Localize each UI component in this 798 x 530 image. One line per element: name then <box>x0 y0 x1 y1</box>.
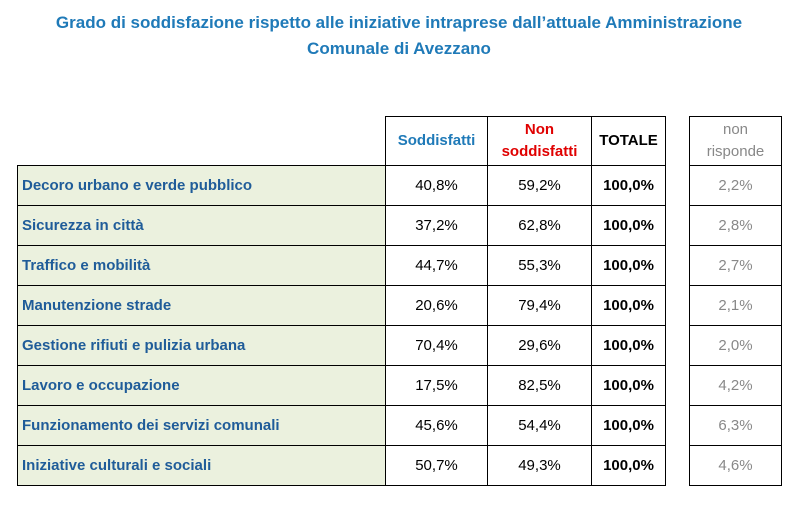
row-label: Decoro urbano e verde pubblico <box>17 165 386 206</box>
soddisfatti-value: 45,6% <box>385 405 488 446</box>
soddisfatti-value: 50,7% <box>385 445 488 486</box>
header-non-soddisfatti: Non soddisfatti <box>487 116 592 166</box>
non-soddisfatti-value: 79,4% <box>487 285 592 326</box>
non-soddisfatti-value: 49,3% <box>487 445 592 486</box>
row-label: Manutenzione strade <box>17 285 386 326</box>
table-row: Funzionamento dei servizi comunali 45,6% 5… <box>17 405 666 446</box>
non-risponde-row: 2,7% <box>689 245 782 286</box>
totale-value: 100,0% <box>591 325 666 366</box>
non-risponde-row: 2,8% <box>689 205 782 246</box>
table-header-row: Soddisfatti Non soddisfatti TOTALE <box>17 116 666 166</box>
non-risponde-row: 4,6% <box>689 445 782 486</box>
non-risponde-row: 2,2% <box>689 165 782 206</box>
row-label: Lavoro e occupazione <box>17 365 386 406</box>
table-row: Traffico e mobilità 44,7% 55,3% 100,0% <box>17 245 666 286</box>
non-risponde-value: 2,0% <box>689 325 782 366</box>
header-non-soddisfatti-line-2: soddisfatti <box>501 143 578 160</box>
soddisfatti-value: 70,4% <box>385 325 488 366</box>
header-blank-cell <box>17 116 386 166</box>
row-label: Sicurezza in città <box>17 205 386 246</box>
non-risponde-row: 2,0% <box>689 325 782 366</box>
soddisfatti-value: 20,6% <box>385 285 488 326</box>
totale-value: 100,0% <box>591 445 666 486</box>
page-title: Grado di soddisfazione rispetto alle ini… <box>0 10 798 62</box>
header-totale: TOTALE <box>591 116 666 166</box>
totale-value: 100,0% <box>591 285 666 326</box>
soddisfatti-value: 40,8% <box>385 165 488 206</box>
totale-value: 100,0% <box>591 165 666 206</box>
table-row: Gestione rifiuti e pulizia urbana 70,4% 29… <box>17 325 666 366</box>
soddisfatti-value: 37,2% <box>385 205 488 246</box>
header-non-risponde-line-2: risponde <box>706 143 765 160</box>
title-line-1: Grado di soddisfazione rispetto alle ini… <box>55 13 743 32</box>
non-risponde-value: 2,2% <box>689 165 782 206</box>
non-risponde-value: 4,2% <box>689 365 782 406</box>
header-non-risponde-line-1: non <box>722 121 749 138</box>
totale-value: 100,0% <box>591 365 666 406</box>
table-row: Sicurezza in città 37,2% 62,8% 100,0% <box>17 205 666 246</box>
non-risponde-header-row: non risponde <box>689 116 782 166</box>
non-risponde-value: 2,1% <box>689 285 782 326</box>
non-soddisfatti-value: 59,2% <box>487 165 592 206</box>
satisfaction-table: Soddisfatti Non soddisfatti TOTALE Decor… <box>17 116 666 486</box>
header-non-risponde: non risponde <box>689 116 782 166</box>
non-risponde-row: 4,2% <box>689 365 782 406</box>
table-row: Manutenzione strade 20,6% 79,4% 100,0% <box>17 285 666 326</box>
title-line-2: Comunale di Avezzano <box>307 39 491 58</box>
header-soddisfatti: Soddisfatti <box>385 116 488 166</box>
table-row: Decoro urbano e verde pubblico 40,8% 59,2%… <box>17 165 666 206</box>
non-soddisfatti-value: 62,8% <box>487 205 592 246</box>
row-label: Traffico e mobilità <box>17 245 386 286</box>
non-soddisfatti-value: 29,6% <box>487 325 592 366</box>
row-label: Gestione rifiuti e pulizia urbana <box>17 325 386 366</box>
non-soddisfatti-value: 82,5% <box>487 365 592 406</box>
soddisfatti-value: 17,5% <box>385 365 488 406</box>
row-label: Funzionamento dei servizi comunali <box>17 405 386 446</box>
non-risponde-table: non risponde 2,2% 2,8% 2,7% 2,1% 2,0% 4,2% 6,3… <box>689 116 782 486</box>
non-soddisfatti-value: 54,4% <box>487 405 592 446</box>
non-risponde-value: 2,7% <box>689 245 782 286</box>
non-risponde-value: 2,8% <box>689 205 782 246</box>
table-row: Iniziative culturali e sociali 50,7% 49,3%… <box>17 445 666 486</box>
header-non-soddisfatti-line-1: Non <box>524 121 555 138</box>
totale-value: 100,0% <box>591 405 666 446</box>
totale-value: 100,0% <box>591 205 666 246</box>
totale-value: 100,0% <box>591 245 666 286</box>
soddisfatti-value: 44,7% <box>385 245 488 286</box>
table-row: Lavoro e occupazione 17,5% 82,5% 100,0% <box>17 365 666 406</box>
non-risponde-row: 2,1% <box>689 285 782 326</box>
non-risponde-value: 4,6% <box>689 445 782 486</box>
non-soddisfatti-value: 55,3% <box>487 245 592 286</box>
row-label: Iniziative culturali e sociali <box>17 445 386 486</box>
non-risponde-row: 6,3% <box>689 405 782 446</box>
non-risponde-value: 6,3% <box>689 405 782 446</box>
